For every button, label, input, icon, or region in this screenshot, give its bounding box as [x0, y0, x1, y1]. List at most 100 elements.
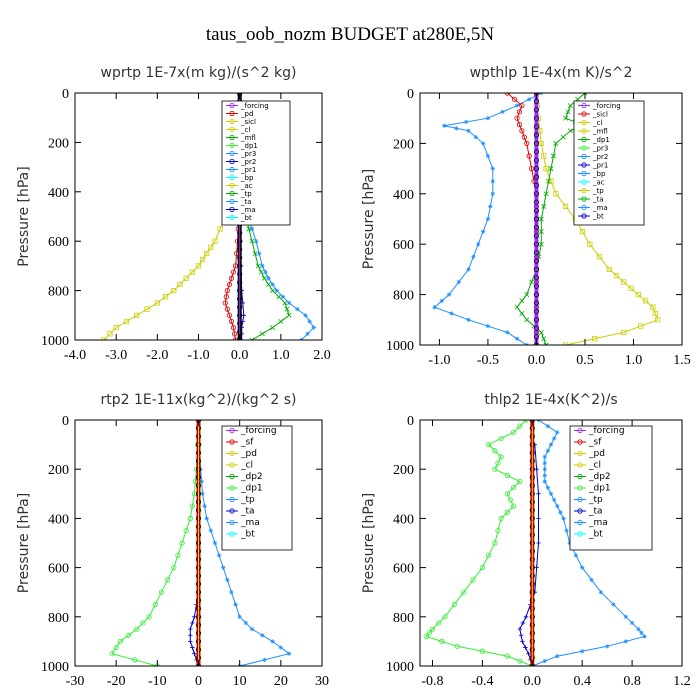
- series-marker: [546, 178, 552, 184]
- series-line: [506, 93, 537, 345]
- legend-label: _pr3: [240, 150, 256, 158]
- legend-label: _bt: [588, 530, 603, 540]
- series-marker: [113, 644, 119, 651]
- series-marker: [446, 292, 452, 297]
- series-marker: [470, 577, 476, 583]
- series-marker: [533, 258, 540, 264]
- series-marker: [228, 275, 235, 281]
- series-marker: [621, 279, 627, 285]
- figure-title: taus_oob_nozm BUDGET at280E,5N: [206, 24, 495, 45]
- legend-label: _dp2: [240, 472, 263, 482]
- series-marker: [528, 166, 535, 172]
- series-marker: [190, 645, 195, 650]
- legend-marker: [577, 508, 583, 514]
- y-axis-label: Pressure [hPa]: [16, 493, 32, 593]
- legend-marker: [577, 450, 583, 457]
- series-marker: [533, 191, 540, 197]
- series-marker: [231, 331, 238, 337]
- legend-label: _bt: [240, 530, 255, 540]
- series-marker: [278, 318, 284, 324]
- y-axis-label: Pressure [hPa]: [361, 493, 377, 593]
- y-tick-label: 800: [48, 285, 69, 300]
- series-marker: [208, 244, 214, 250]
- series-marker: [286, 651, 292, 656]
- series-marker: [533, 115, 540, 121]
- series-marker: [523, 614, 529, 619]
- legend-marker: [229, 485, 235, 491]
- legend-label: _forcing: [240, 426, 277, 436]
- series-marker: [642, 634, 647, 639]
- series-marker: [226, 281, 232, 288]
- series-marker: [500, 109, 505, 115]
- legend-marker: [229, 496, 235, 503]
- series-marker: [636, 626, 641, 632]
- legend-marker: [577, 439, 583, 445]
- series-marker: [258, 269, 264, 275]
- series-marker: [436, 620, 442, 626]
- x-tick-label: 0.8: [623, 674, 641, 689]
- x-tick-label: 0.4: [573, 674, 591, 689]
- x-tick-label: -0.4: [471, 674, 493, 689]
- series-marker: [495, 528, 501, 534]
- series-marker: [520, 639, 525, 644]
- y-tick-label: 1000: [386, 660, 414, 675]
- legend-label: _tp: [588, 495, 603, 505]
- series-line: [111, 420, 199, 666]
- series-marker: [564, 528, 569, 533]
- series-marker: [534, 467, 539, 472]
- series-marker: [592, 336, 598, 342]
- series-marker: [514, 103, 520, 108]
- series-marker: [504, 472, 510, 478]
- series-marker: [426, 630, 432, 636]
- legend-label: _ac: [240, 182, 253, 190]
- series-marker: [551, 497, 557, 503]
- series-marker: [533, 250, 540, 256]
- legend-label: _ma: [240, 206, 256, 214]
- series-marker: [222, 300, 228, 306]
- series-marker: [241, 313, 246, 318]
- series-marker: [249, 226, 255, 232]
- series-marker: [183, 528, 189, 534]
- series-marker: [249, 238, 255, 244]
- series-marker: [230, 269, 237, 275]
- series-marker: [485, 116, 491, 121]
- series-marker: [524, 292, 530, 298]
- series-marker: [442, 123, 447, 128]
- legend-label: _sicl: [240, 118, 256, 126]
- series-marker: [280, 294, 286, 299]
- legend-marker: [581, 102, 587, 109]
- legend-marker: [577, 496, 583, 503]
- series-marker: [652, 310, 658, 317]
- series-marker: [545, 485, 551, 490]
- series-marker: [171, 287, 177, 294]
- panel-wprtp: wprtp 1E-7x(m kg)/(s^2 kg) Pressure [hPa]…: [16, 65, 331, 363]
- y-tick-label: 200: [393, 463, 414, 478]
- series-marker: [192, 614, 197, 619]
- legend-marker: [229, 110, 235, 117]
- series-marker: [579, 649, 585, 654]
- series-marker: [305, 331, 310, 337]
- series-marker: [621, 329, 627, 336]
- plot-frame: [419, 419, 683, 667]
- series-marker: [252, 251, 258, 257]
- series-marker: [533, 224, 540, 230]
- series-marker: [123, 318, 130, 325]
- x-tick-label: -1.0: [187, 348, 209, 363]
- series-marker: [567, 103, 573, 109]
- legend-label: _pd: [240, 449, 257, 459]
- series-marker: [107, 331, 113, 337]
- series-marker: [516, 121, 523, 128]
- x-tick-label: -2.0: [146, 348, 168, 363]
- legend-label: _pd: [588, 449, 605, 459]
- series-marker: [286, 300, 292, 306]
- x-tick-label: -4.0: [64, 348, 86, 363]
- series-marker: [284, 306, 290, 312]
- series-marker: [195, 263, 202, 269]
- y-tick-label: 0: [62, 87, 69, 102]
- series-marker: [179, 540, 185, 546]
- series-marker: [533, 208, 540, 214]
- legend-marker: [581, 128, 587, 134]
- series-marker: [228, 318, 235, 325]
- series-marker: [249, 337, 255, 340]
- series-marker: [582, 93, 588, 96]
